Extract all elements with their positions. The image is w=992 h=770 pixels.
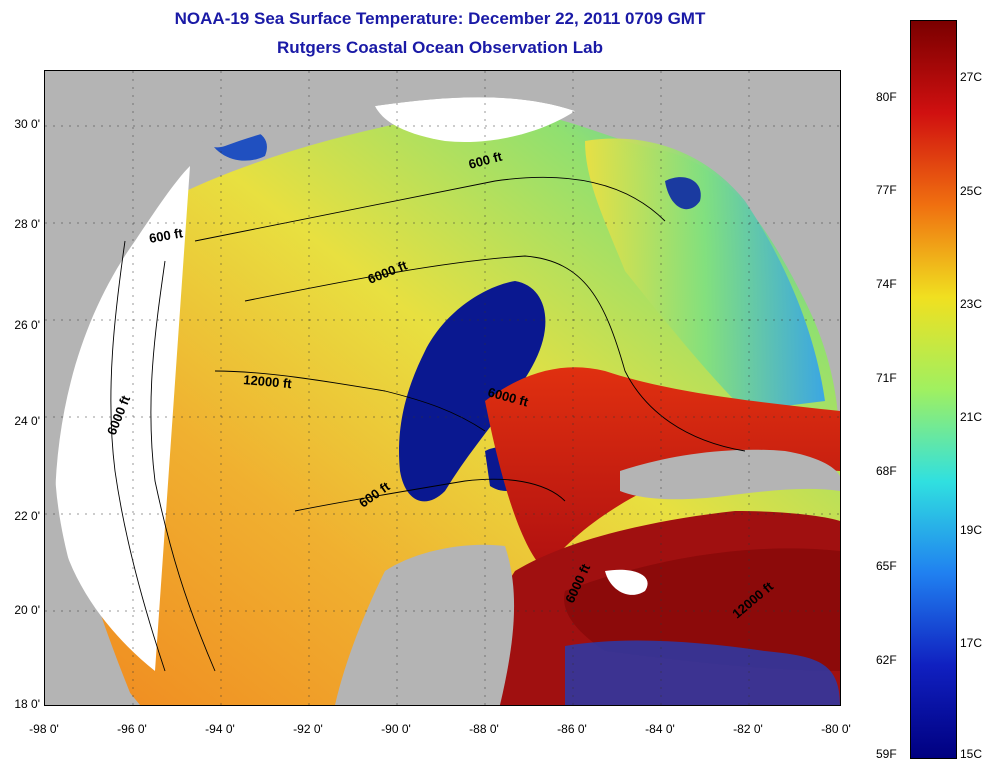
contour-deep — [294, 478, 566, 512]
map-subtitle: Rutgers Coastal Ocean Observation Lab — [277, 38, 603, 57]
contour-label-12000: 12000 ft — [243, 372, 293, 391]
contour-label-600-nw: 600 ft — [148, 225, 185, 246]
contour-600-north — [194, 176, 666, 242]
map-title: NOAA-19 Sea Surface Temperature: Decembe… — [174, 9, 706, 28]
colorbar-f-label: 77F — [876, 183, 897, 197]
yucatan-land — [335, 544, 515, 705]
colorbar-c-label: 19C — [960, 523, 983, 537]
colorbar-c-label: 17C — [960, 636, 983, 650]
lat-label: 18 0' — [14, 697, 40, 711]
colorbar-c-label: 21C — [960, 410, 983, 424]
temperature-colorbar — [910, 20, 957, 759]
lon-label: -92 0' — [293, 722, 323, 736]
colorbar-f-label: 80F — [876, 90, 897, 104]
east-gulf-water — [585, 138, 825, 411]
lon-label: -84 0' — [645, 722, 675, 736]
lat-label: 20 0' — [14, 603, 40, 617]
colorbar-f-label: 71F — [876, 371, 897, 385]
lat-label: 28 0' — [14, 217, 40, 231]
colorbar-f-label: 68F — [876, 464, 897, 478]
colorbar-f-label: 74F — [876, 277, 897, 291]
us-land — [195, 71, 840, 191]
lon-label: -96 0' — [117, 722, 147, 736]
lon-label: -98 0' — [29, 722, 59, 736]
colorbar-f-label: 62F — [876, 653, 897, 667]
mexico-land — [45, 71, 195, 705]
florida-land — [801, 71, 840, 311]
colorbar-f-label: 65F — [876, 559, 897, 573]
colorbar-f-label: 59F — [876, 747, 897, 761]
contour-6000-mid — [244, 255, 746, 452]
north-cloud — [375, 97, 575, 142]
sst-map-image: 600 ft 6000 ft 12000 ft 6000 ft 6000 ft … — [45, 71, 840, 705]
contour-600-west — [110, 240, 166, 672]
lat-label: 30 0' — [14, 117, 40, 131]
cold-eddy — [399, 281, 546, 502]
lon-label: -86 0' — [557, 722, 587, 736]
sst-map: 600 ft 6000 ft 12000 ft 6000 ft 6000 ft … — [44, 70, 841, 706]
cold-patch-2 — [665, 177, 701, 210]
contour-12000 — [214, 370, 486, 432]
lat-label: 26 0' — [14, 318, 40, 332]
lon-label: -90 0' — [381, 722, 411, 736]
south-cloud — [605, 569, 648, 595]
cuba-land — [620, 449, 840, 500]
bathymetry-contours — [110, 176, 746, 672]
west-cloud — [55, 166, 190, 671]
colorbar-c-label: 15C — [960, 747, 983, 761]
graticule — [45, 71, 840, 705]
colorbar-c-label: 27C — [960, 70, 983, 84]
lon-label: -94 0' — [205, 722, 235, 736]
south-cold — [565, 640, 840, 705]
colorbar-c-label: 23C — [960, 297, 983, 311]
lat-label: 22 0' — [14, 509, 40, 523]
lon-label: -88 0' — [469, 722, 499, 736]
lon-label: -80 0' — [821, 722, 851, 736]
lat-label: 24 0' — [14, 414, 40, 428]
contour-6000-west — [150, 260, 216, 672]
colorbar-c-label: 25C — [960, 184, 983, 198]
lon-label: -82 0' — [733, 722, 763, 736]
